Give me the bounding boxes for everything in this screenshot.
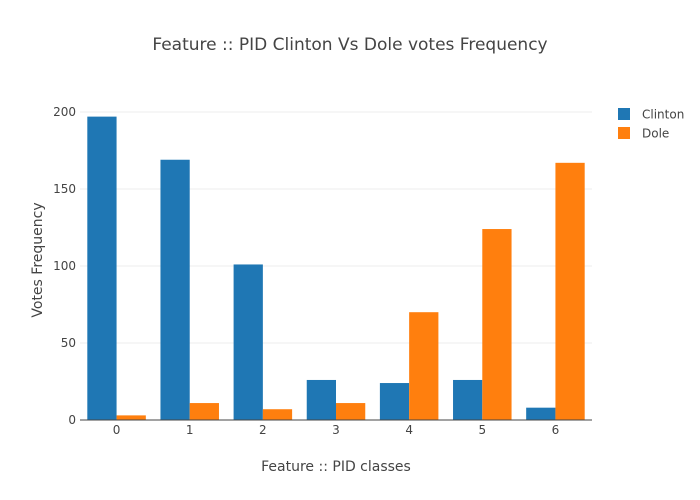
legend-item-clinton[interactable]: Clinton	[618, 108, 684, 122]
axis-layer: 0 50 100 150 200 0 1 2 3 4 5 6	[53, 105, 592, 437]
bar-dole-6[interactable]	[555, 162, 585, 420]
x-tick-label: 0	[113, 423, 121, 437]
y-tick-label: 200	[53, 105, 76, 119]
legend-swatch-dole	[618, 127, 630, 139]
x-tick-label: 4	[405, 423, 413, 437]
grid-layer	[80, 111, 592, 344]
chart-title: Feature :: PID Clinton Vs Dole votes Fre…	[152, 35, 547, 55]
x-tick-label: 2	[259, 423, 267, 437]
x-tick-label: 5	[478, 423, 486, 437]
y-tick-label: 0	[68, 413, 76, 427]
bar-clinton-1[interactable]	[160, 159, 190, 421]
bar-dole-0[interactable]	[116, 415, 146, 420]
bar-dole-1[interactable]	[189, 403, 219, 420]
bar-clinton-6[interactable]	[526, 407, 556, 420]
legend-swatch-clinton	[618, 108, 630, 120]
bar-clinton-2[interactable]	[233, 264, 263, 420]
legend-label-clinton: Clinton	[642, 108, 684, 122]
x-tick-label: 6	[552, 423, 560, 437]
y-tick-label: 150	[53, 182, 76, 196]
bar-clinton-5[interactable]	[453, 379, 483, 420]
bar-dole-5[interactable]	[482, 229, 512, 420]
x-tick-label: 1	[186, 423, 194, 437]
y-axis-title: Votes Frequency	[30, 202, 46, 317]
bars-layer	[87, 116, 585, 421]
legend-item-dole[interactable]: Dole	[618, 127, 669, 141]
bar-dole-3[interactable]	[336, 403, 366, 420]
y-tick-label: 50	[61, 336, 76, 350]
bar-dole-4[interactable]	[409, 312, 439, 420]
bar-clinton-0[interactable]	[87, 116, 117, 421]
bar-clinton-4[interactable]	[379, 383, 410, 420]
y-tick-label: 100	[53, 259, 76, 273]
legend-label-dole: Dole	[642, 127, 669, 141]
x-tick-label: 3	[332, 423, 340, 437]
x-axis-title: Feature :: PID classes	[261, 459, 411, 475]
legend[interactable]: Clinton Dole	[618, 108, 684, 141]
bar-dole-2[interactable]	[262, 409, 293, 420]
bar-clinton-3[interactable]	[306, 379, 336, 420]
